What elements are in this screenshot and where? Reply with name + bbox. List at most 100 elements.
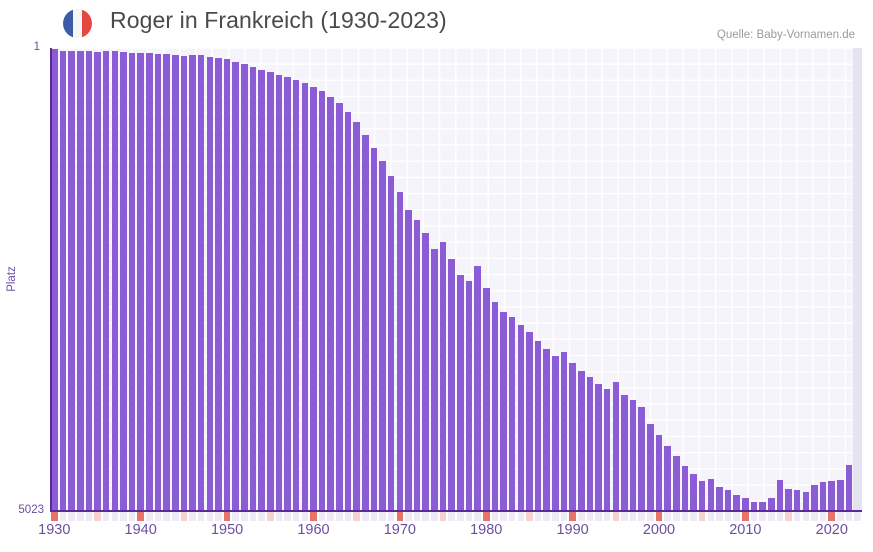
x-tick [76,512,84,521]
x-tick [370,512,378,521]
x-tick [249,512,257,521]
bar [828,481,836,511]
bar [595,383,602,511]
bar-series [50,48,862,511]
no-data-region [853,48,862,511]
x-tick [146,512,153,521]
x-tick [560,512,568,521]
bar [318,91,326,511]
bar [560,352,568,511]
bar [76,51,84,511]
x-tick [793,512,801,521]
bar [482,287,490,511]
bar [197,54,205,511]
bar [275,74,283,511]
x-tick [336,512,343,521]
bar [802,492,810,511]
x-axis-label: 1970 [383,522,416,538]
x-tick [595,512,602,521]
x-tick [413,512,421,521]
x-tick [707,512,715,521]
x-tick [128,512,136,521]
bar [206,56,214,511]
bar [733,495,741,511]
bar [698,481,706,511]
x-tick [638,512,645,521]
bar [266,72,274,511]
bar [612,381,620,511]
bar [301,83,309,511]
bar [517,324,525,511]
x-tick [854,512,861,521]
bar [837,480,844,511]
bar [742,497,749,511]
x-tick [68,512,75,521]
x-tick [698,512,706,521]
bar [707,479,715,511]
bar [845,464,853,511]
x-axis-label: 1930 [38,522,71,538]
x-tick [163,512,170,521]
x-tick [448,512,455,521]
bar [768,497,775,511]
bar [603,389,611,511]
bar [543,349,550,511]
x-tick [344,512,352,521]
x-tick [465,512,473,521]
x-tick [672,512,680,521]
bar [241,64,248,511]
x-tick [785,512,792,521]
bar [474,266,481,511]
bar [690,473,697,511]
x-tick [776,512,784,521]
bar [327,96,335,511]
x-tick [603,512,611,521]
bar [500,311,507,511]
bar [370,148,378,511]
x-axis-label: 2000 [642,522,676,538]
bar [232,61,239,511]
bar [681,466,689,511]
bar [120,51,127,511]
x-tick [405,512,412,521]
x-tick [310,512,317,521]
x-axis-tickmarks [50,512,862,521]
bar [655,435,663,511]
bar [672,456,680,511]
y-axis-top-label: 1 [33,41,40,53]
x-tick [396,512,404,521]
bar [439,241,447,511]
x-tick [733,512,741,521]
x-tick [258,512,265,521]
bar [647,424,654,511]
x-tick [457,512,464,521]
bar [51,48,58,511]
x-tick [197,512,205,521]
x-tick [629,512,637,521]
x-tick [353,512,360,521]
x-tick [526,512,533,521]
x-tick [85,512,93,521]
x-axis-label: 2010 [729,522,762,538]
bar [310,86,317,511]
x-tick [819,512,827,521]
bar [387,176,395,511]
bar [569,363,576,511]
bar [396,191,404,511]
x-tick [206,512,214,521]
x-tick [189,512,196,521]
bar [534,341,542,511]
y-axis-title: Platz [6,266,18,292]
chart-header: Roger in Frankreich (1930-2023) Quelle: … [0,0,873,46]
bar [716,486,723,511]
x-tick [802,512,810,521]
x-tick [292,512,300,521]
x-tick [180,512,188,521]
plot-area [50,48,862,511]
x-tick [422,512,430,521]
bar [785,488,792,511]
bar [526,331,533,511]
x-tick [811,512,818,521]
x-tick [681,512,689,521]
x-tick [690,512,697,521]
